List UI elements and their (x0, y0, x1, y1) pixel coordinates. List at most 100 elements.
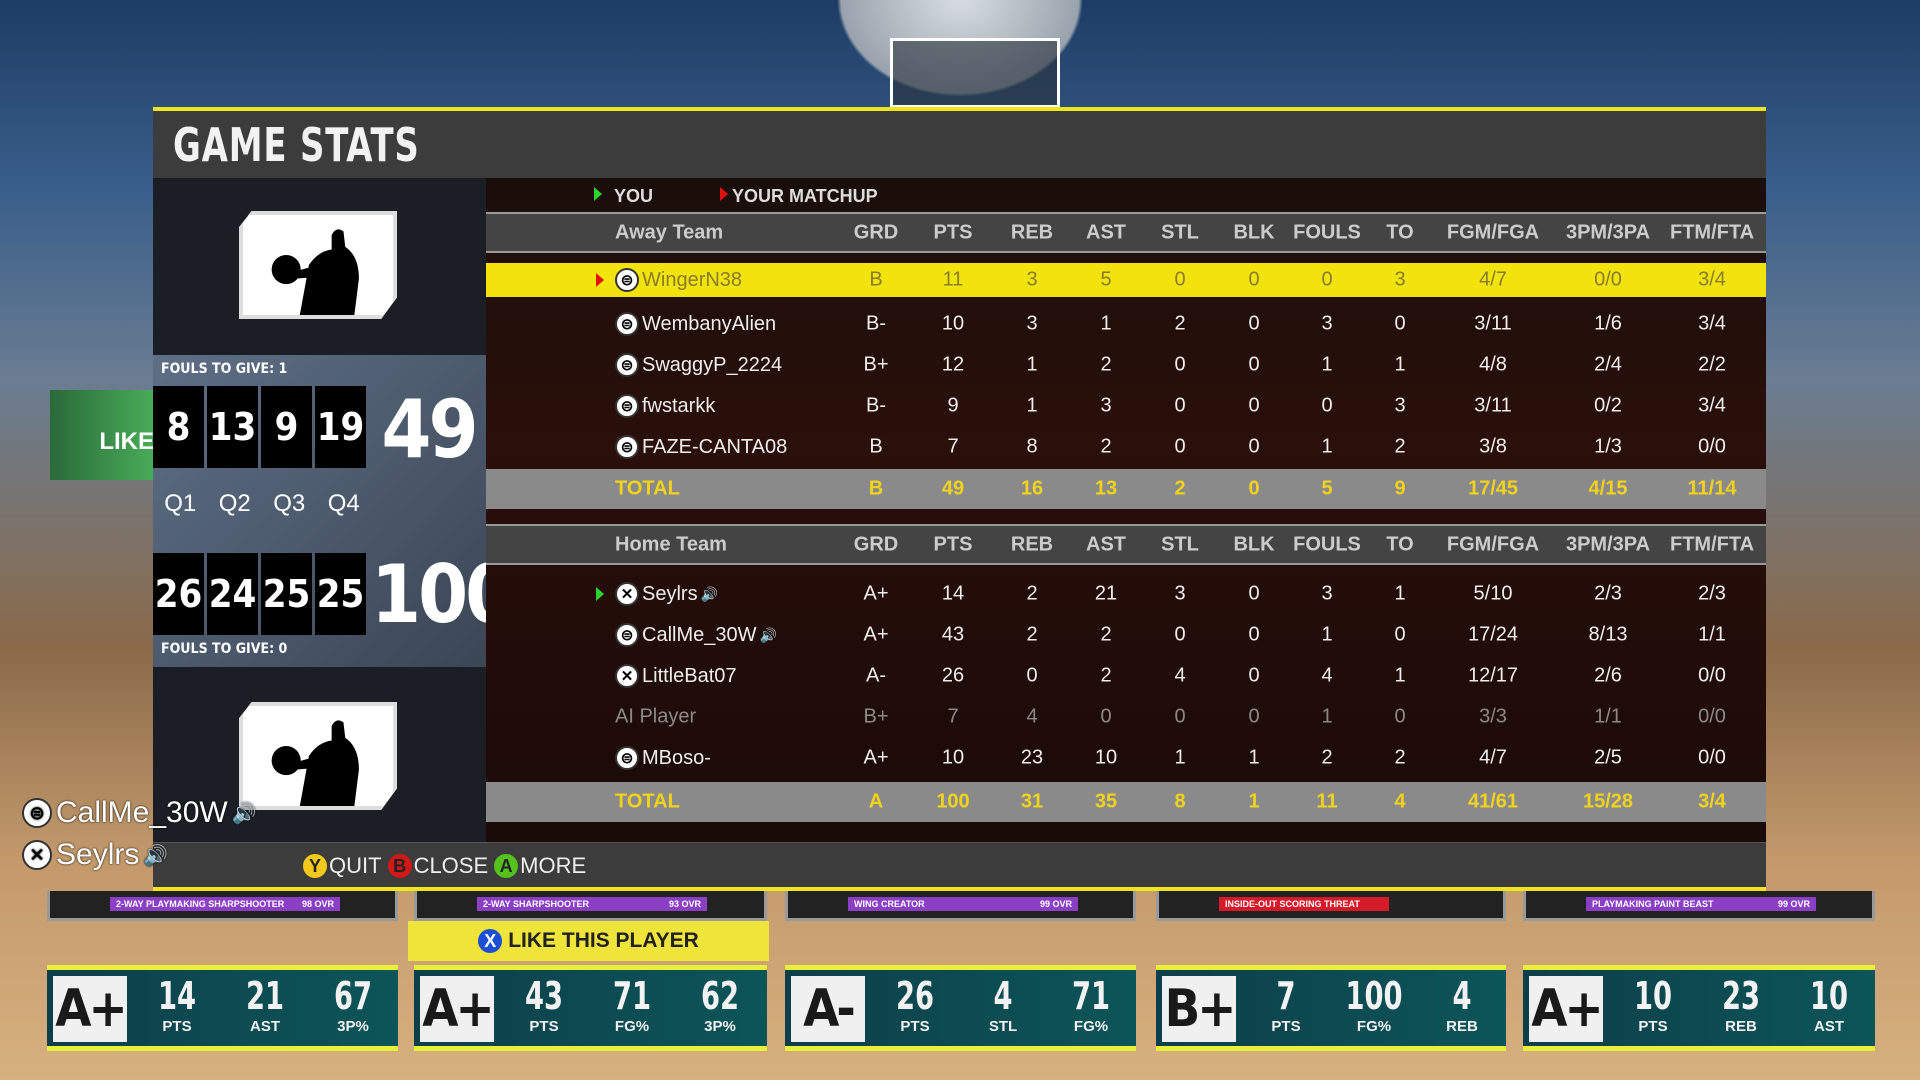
column-header-grd: GRD (853, 221, 899, 243)
stat-ast: 2 (1100, 664, 1112, 687)
stat-3pm-3pa: 1/1 (1594, 705, 1622, 728)
total-stl: 2 (1174, 477, 1186, 500)
side-like-text: LIKE (99, 428, 154, 455)
column-header-pts: PTS (933, 533, 973, 555)
matchup-marker-icon (720, 187, 728, 201)
card-stat-value: 10 (1633, 974, 1673, 1018)
total-fouls: 11 (1316, 790, 1338, 813)
table-row[interactable]: ✕ Seylrs 🔊 A+ 14 2 21 3 0 3 1 5/10 2/3 2/3 (486, 574, 1766, 614)
you-marker-icon (594, 187, 602, 201)
more-button[interactable]: A MORE (494, 853, 586, 879)
card-stat-label: FG% (1356, 1018, 1392, 1035)
stat-to: 0 (1394, 312, 1406, 335)
column-header-blk: BLK (1233, 533, 1275, 555)
player-name-cell: ⊜ CallMe_30W 🔊 (615, 623, 777, 647)
stat-fouls: 3 (1321, 582, 1333, 605)
quit-button[interactable]: Y QUIT (303, 853, 382, 879)
table-row[interactable]: ⊜ SwaggyP_2224 B+ 12 1 2 0 0 1 1 4/8 2/4 2/2 (486, 345, 1766, 385)
stat-reb: 1 (1026, 353, 1038, 376)
stat-blk: 0 (1248, 353, 1260, 376)
table-row[interactable]: ⊜ MBoso- A+ 10 23 10 1 1 2 2 4/7 2/5 0/0 (486, 738, 1766, 778)
player-name: MBoso- (642, 746, 711, 769)
stat-ast: 2 (1100, 623, 1112, 646)
stat-blk: 0 (1248, 664, 1260, 687)
player-name-cell: ⊜ fwstarkk (615, 394, 715, 418)
player-name-cell: ⊜ SwaggyP_2224 (615, 353, 782, 377)
table-row[interactable]: ⊜ fwstarkk B- 9 1 3 0 0 0 3 3/11 0/2 3/4 (486, 386, 1766, 426)
grade-badge: A+ (1529, 976, 1604, 1042)
stat-fgm-fga: 17/24 (1467, 623, 1519, 646)
stat-to: 0 (1394, 623, 1406, 646)
stat-pts: 11 (942, 268, 964, 291)
home-total-row: TOTAL A 100 31 35 8 1 11 4 41/61 15/28 3/4 (486, 782, 1766, 822)
table-row[interactable]: ⊜ WembanyAlien B- 10 3 1 2 0 3 0 3/11 1/6 3/4 (486, 304, 1766, 344)
home-q3-score: 25 (261, 553, 312, 635)
quarter-label: Q4 (327, 490, 360, 517)
column-header-reb: REB (1010, 533, 1054, 555)
you-marker-icon (596, 587, 604, 601)
player-grade-card[interactable]: B+ 7 PTS 100 FG% 4 REB (1156, 965, 1506, 1051)
away-q1-score: 8 (153, 386, 204, 468)
stat-ftm-fta: 3/4 (1698, 394, 1726, 417)
table-row[interactable]: ⊜ FAZE-CANTA08 B 7 8 2 0 0 1 2 3/8 1/3 0/0 (486, 427, 1766, 467)
stat-fgm-fga: 3/3 (1479, 705, 1507, 728)
player-grade-card[interactable]: A- 26 PTS 4 STL 71 FG% (785, 965, 1136, 1051)
card-stat-value: 21 (245, 974, 285, 1018)
grade-badge: A+ (53, 976, 128, 1042)
button-label: MORE (520, 853, 587, 878)
card-stat: 10 AST (1789, 974, 1869, 1035)
stat-ast: 2 (1100, 353, 1112, 376)
table-row[interactable]: ⊜ WingerN38 B 11 3 5 0 0 0 3 4/7 0/0 3/4 (486, 263, 1766, 297)
table-row[interactable]: AI Player B+ 7 4 0 0 0 1 0 3/3 1/1 0/0 (486, 697, 1766, 737)
stat-to: 3 (1394, 268, 1406, 291)
stat-reb: 0 (1026, 664, 1038, 687)
stat-blk: 0 (1248, 623, 1260, 646)
playstation-icon: ⊜ (22, 798, 52, 828)
stat-ast: 0 (1100, 705, 1112, 728)
player-grade-card[interactable]: A+ 10 PTS 23 REB 10 AST (1523, 965, 1875, 1051)
stat-grd: A+ (863, 623, 889, 646)
player-grade-card[interactable]: A+ 43 PTS 71 FG% 62 3P% (414, 965, 767, 1051)
stat-ast: 1 (1100, 312, 1112, 335)
away-header-row: Away Team GRD PTS REB AST STL BLK FOULS TO FGM/FG… (486, 212, 1766, 253)
stat-stl: 3 (1174, 582, 1186, 605)
ovr-label: OVR (1052, 899, 1072, 909)
stat-ftm-fta: 0/0 (1698, 746, 1726, 769)
close-button[interactable]: B CLOSE (387, 853, 488, 879)
card-stat-value: 71 (612, 974, 652, 1018)
stat-fouls: 3 (1321, 312, 1333, 335)
player-name: WingerN38 (642, 268, 743, 291)
stat-3pm-3pa: 2/6 (1594, 664, 1622, 687)
legend-matchup: YOUR MATCHUP (732, 186, 878, 206)
card-stat: 4 REB (1422, 974, 1502, 1035)
away-total-row: TOTAL B 49 16 13 2 0 5 9 17/45 4/15 11/14 (486, 469, 1766, 509)
stat-stl: 4 (1174, 664, 1186, 687)
table-row[interactable]: ✕ LittleBat07 A- 26 0 2 4 0 4 1 12/17 2/6 0/0 (486, 656, 1766, 696)
stat-blk: 0 (1248, 394, 1260, 417)
card-stat: 100 FG% (1334, 974, 1414, 1035)
total-grd: A (868, 790, 884, 813)
stat-stl: 1 (1174, 746, 1186, 769)
player-grade-card[interactable]: A+ 14 PTS 21 AST 67 3P% (47, 965, 398, 1051)
stat-grd: B- (866, 394, 886, 417)
stat-ast: 10 (1094, 746, 1118, 769)
stat-pts: 7 (947, 705, 959, 728)
player-name: Seylrs (642, 582, 698, 605)
card-stat-value: 62 (700, 974, 740, 1018)
stat-ftm-fta: 2/2 (1698, 353, 1726, 376)
quarter-label: Q1 (164, 490, 197, 517)
button-label: QUIT (329, 853, 382, 878)
table-row[interactable]: ⊜ CallMe_30W 🔊 A+ 43 2 2 0 0 1 0 17/24 8/13 1/1 (486, 615, 1766, 655)
quarter-label: Q3 (273, 490, 306, 517)
stat-3pm-3pa: 1/6 (1594, 312, 1622, 335)
total-to: 9 (1394, 477, 1406, 500)
player-card-strip: INSIDE-OUT SCORING THREAT (1156, 891, 1506, 921)
like-this-player-button[interactable]: X LIKE THIS PLAYER (408, 921, 769, 961)
stat-reb: 4 (1026, 705, 1038, 728)
ovr-badge: 99 OVR (1040, 899, 1072, 909)
stat-pts: 43 (941, 623, 965, 646)
card-stat-value: 71 (1071, 974, 1111, 1018)
column-header-reb: REB (1010, 221, 1054, 243)
stat-fouls: 0 (1321, 268, 1333, 291)
player-card-strip: WING CREATOR 99 OVR (785, 891, 1136, 921)
